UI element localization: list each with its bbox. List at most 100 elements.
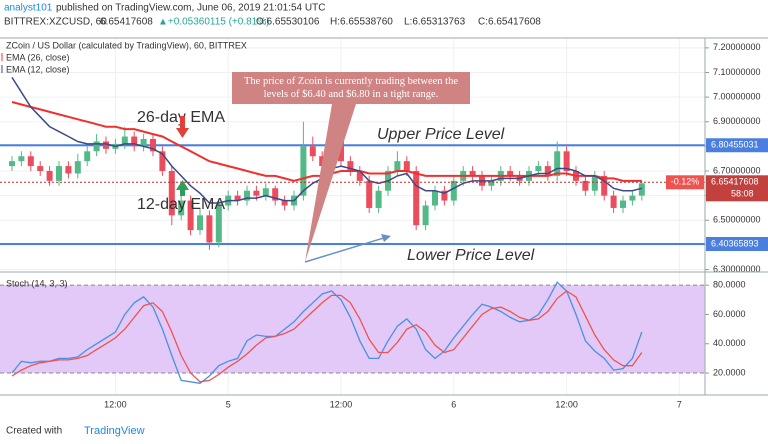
candle-body: [46, 171, 53, 181]
candle-body: [178, 200, 185, 216]
candle-body: [84, 151, 91, 162]
arrow-down: [176, 116, 189, 138]
candle-body: [18, 156, 25, 162]
y-tick-label: 6.30000000: [713, 264, 761, 274]
published: published on TradingView.com, June 06, 2…: [56, 3, 325, 14]
change-box: [666, 175, 704, 190]
arrow-up: [176, 180, 189, 196]
candle-body: [413, 171, 420, 226]
stoch-line: [11, 290, 643, 383]
level-box: [706, 237, 768, 252]
countdown: 58:08: [731, 189, 754, 199]
candle-body: [197, 215, 203, 231]
last-price-box: [706, 175, 768, 202]
candle-body: [244, 190, 250, 201]
ohlc-low: L:6.65313763: [404, 17, 466, 28]
candle-body: [215, 205, 222, 243]
y-tick-label: 7.00000000: [713, 91, 761, 101]
x-tick-label: 12:00: [104, 399, 127, 409]
x-tick-label: 12:00: [330, 399, 353, 409]
level-label: Upper Price Level: [377, 126, 505, 143]
x-tick-label: 7: [677, 399, 682, 409]
annotation: 12-day EMA: [137, 196, 225, 213]
candle-body: [27, 156, 34, 167]
candle-body: [356, 171, 363, 181]
footer-brand: TradingView: [84, 425, 145, 437]
candle-body: [121, 136, 128, 144]
y-tick-label: 40.0000: [713, 338, 746, 348]
candle-body: [93, 141, 100, 152]
candle-body: [488, 180, 495, 186]
legend-label: EMA (26, close): [6, 52, 70, 62]
candle-body: [150, 138, 156, 152]
symbol: BITTREX:XZCUSD, 60: [4, 17, 107, 28]
ohlc-close: C:6.65417608: [478, 17, 541, 28]
candle-body: [319, 156, 326, 167]
price: 6.65417608: [100, 17, 153, 28]
x-tick-label: 12:00: [555, 399, 578, 409]
candle-body: [591, 175, 598, 191]
candle-body: [65, 166, 72, 174]
candle-body: [56, 166, 62, 181]
candle-body: [601, 175, 608, 196]
candle-body: [131, 136, 138, 147]
y-tick-label: 20.0000: [713, 367, 746, 377]
candle-body: [253, 190, 260, 196]
ohlc-open: O:6.65530106: [256, 17, 320, 28]
candle-body: [507, 171, 514, 176]
candle-body: [620, 200, 626, 208]
candle-body: [159, 151, 166, 172]
x-tick-label: 5: [226, 399, 231, 409]
candle-body: [37, 166, 44, 172]
candle-body: [403, 161, 410, 172]
y-tick-label: 7.10000000: [713, 67, 761, 77]
stoch-band: [0, 285, 705, 374]
candle-body: [441, 190, 448, 201]
change: ▲+0.05360115 (+0.81%): [158, 17, 269, 28]
candle-body: [140, 138, 147, 147]
candle-body: [394, 161, 401, 172]
author: analyst101: [4, 3, 53, 14]
candle-body: [544, 166, 551, 176]
level-box: [706, 138, 768, 153]
candle-body: [206, 215, 213, 243]
callout-pointer: [305, 104, 356, 262]
candle-body: [9, 161, 15, 167]
candle-body: [450, 180, 457, 201]
candle-body: [300, 146, 307, 196]
chart-title: Stoch (14, 3, 3): [6, 278, 68, 288]
candle-body: [422, 205, 429, 226]
stoch-line: [11, 281, 643, 384]
candle-body: [582, 180, 589, 191]
legend-label: EMA (12, close): [6, 64, 70, 74]
candle-body: [272, 188, 279, 201]
candle-body: [554, 151, 561, 176]
change-label: -0.12%: [671, 177, 700, 187]
y-tick-label: 6.50000000: [713, 215, 761, 225]
candle-body: [366, 180, 373, 208]
candle-body: [432, 190, 438, 206]
candle-body: [375, 190, 382, 208]
candle-body: [610, 195, 617, 208]
candle-body: [281, 200, 288, 206]
candle-body: [535, 166, 542, 172]
candle-body: [74, 161, 81, 174]
last-price-label: 6.65417608: [711, 177, 759, 187]
y-tick-label: 80.0000: [713, 280, 746, 290]
level-label: Lower Price Level: [407, 247, 535, 264]
candle-body: [629, 195, 636, 201]
level-value: 6.80455031: [711, 140, 759, 150]
ohlc-high: H:6.65538760: [330, 17, 393, 28]
arrow: [304, 236, 388, 263]
chart-title: ZCoin / US Dollar (calculated by Trading…: [6, 40, 247, 50]
candle-body: [234, 195, 241, 201]
candle-body: [309, 146, 316, 157]
y-tick-label: 60.0000: [713, 309, 746, 319]
level-value: 6.40365893: [711, 238, 759, 248]
candle-body: [103, 141, 109, 149]
callout: The price of Zcoin is currently trading …: [232, 72, 470, 104]
candle-body: [638, 183, 645, 196]
y-tick-label: 6.70000000: [713, 165, 761, 175]
